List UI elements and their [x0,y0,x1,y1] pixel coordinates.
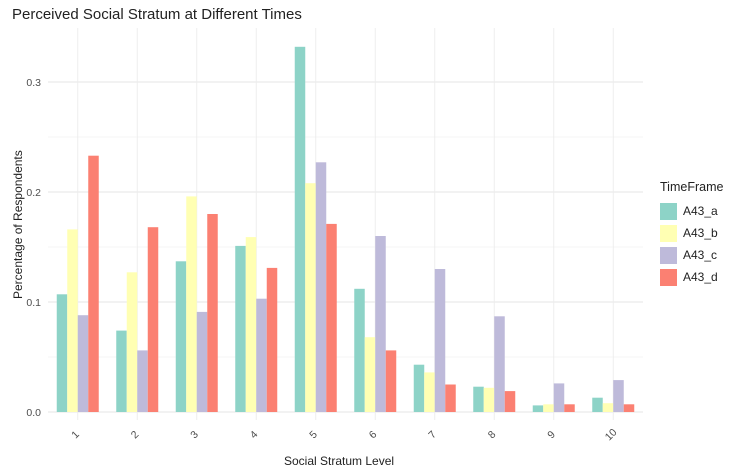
bar [413,364,425,412]
x-tick-label: 4 [248,428,261,441]
y-tick-label: 0.3 [26,77,41,89]
legend-title: TimeFrame [660,180,724,194]
bar [613,380,624,412]
legend-swatch [660,224,677,242]
y-tick-label: 0.1 [26,297,41,309]
bar [196,311,208,412]
bar [186,196,197,412]
x-tick-label: 2 [129,428,142,441]
bar [543,404,554,412]
y-tick-label: 0.2 [26,187,41,199]
legend-swatch [660,202,677,220]
legend-item: A43_b [660,222,723,244]
legend: TimeFrame A43_a A43_b A43_c A43_d [660,180,723,288]
bar [235,245,246,412]
x-axis-label: Social Stratum Level [284,454,395,468]
bar [494,316,505,412]
legend-label: A43_a [683,204,718,218]
bar [385,350,397,412]
bar [266,267,278,412]
bar [354,288,365,412]
bar [207,214,218,412]
bar [126,272,138,412]
bar [473,386,484,412]
x-tick-label: 8 [486,428,499,441]
x-tick-label: 7 [426,428,439,441]
legend-swatch [660,268,677,286]
legend-label: A43_c [683,248,718,262]
bar [504,391,516,412]
bar [315,162,327,412]
bar [623,404,635,412]
bar [445,384,456,412]
bar [375,236,386,412]
bar [77,315,89,412]
bar [553,383,565,412]
bar [116,330,127,412]
bar [434,269,446,412]
bar [424,372,435,412]
bar [245,237,257,412]
bar [564,404,575,412]
legend-item: A43_c [660,244,723,266]
bar [364,337,376,412]
bar [256,298,267,412]
bar [483,387,495,412]
x-tick-label: 1 [69,428,82,441]
legend-item: A43_d [660,266,723,288]
bar [326,223,337,412]
y-tick-label: 0.0 [26,407,41,419]
chart-title: Perceived Social Stratum at Different Ti… [12,6,302,23]
bar [602,403,614,412]
bar [592,397,603,412]
bar [56,294,68,412]
bar [175,261,187,412]
legend-swatch [660,246,677,264]
bar [305,183,316,412]
bar [67,229,78,412]
legend-item: A43_a [660,200,723,222]
bar [532,405,544,412]
bar [294,46,306,413]
x-tick-label: 6 [367,428,380,441]
bar [88,155,99,412]
x-tick-label: 3 [188,428,201,441]
x-tick-label: 9 [545,428,558,441]
legend-label: A43_b [683,226,718,240]
bar [147,227,159,412]
bar [137,350,148,412]
x-tick-label: 10 [603,426,620,443]
x-tick-label: 5 [307,428,320,441]
legend-label: A43_d [683,270,718,284]
